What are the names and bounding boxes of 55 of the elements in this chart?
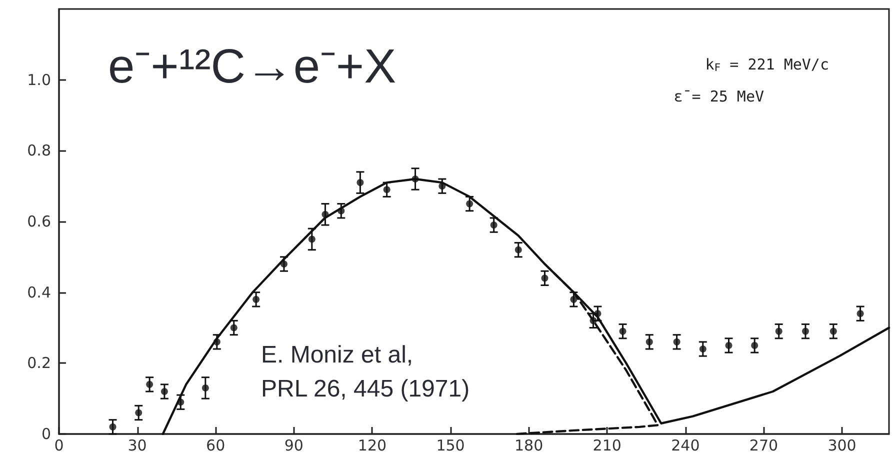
point: [146, 380, 154, 388]
point: [322, 210, 329, 218]
point: [619, 328, 626, 335]
point: [280, 260, 288, 268]
point: [594, 310, 602, 318]
point: [646, 338, 653, 346]
point: [412, 176, 419, 182]
x-tick-label: 0: [54, 436, 64, 454]
point: [751, 342, 758, 349]
point: [109, 423, 116, 430]
x-tick-label: 150: [436, 436, 465, 454]
point: [775, 328, 782, 335]
annotation: ε̄ = 25 MeV: [674, 88, 764, 106]
x-tick-label: 30: [128, 436, 147, 454]
y-tick-label: 1.0: [27, 70, 51, 89]
point: [356, 179, 364, 186]
point: [802, 328, 809, 335]
point: [213, 338, 220, 346]
point: [725, 342, 732, 349]
point: [590, 317, 597, 324]
x-tick-label: 300: [828, 436, 856, 454]
point: [135, 409, 142, 416]
point: [856, 310, 864, 318]
x-tick-label: 180: [514, 436, 544, 454]
point: [230, 324, 238, 332]
point: [438, 182, 446, 190]
text: e⁻+¹²C→e⁻+X: [108, 40, 396, 94]
y-tick-label: 0: [41, 425, 51, 443]
x-tick-label: 120: [358, 436, 387, 454]
point: [160, 388, 168, 395]
point: [466, 200, 474, 208]
point: [383, 186, 390, 194]
y-tick-label: 0.4: [27, 283, 51, 302]
point: [202, 384, 209, 392]
y-tick-label: 0.2: [27, 354, 51, 372]
point: [338, 207, 345, 214]
y-tick-label: 0.8: [27, 142, 51, 160]
x-tick-label: 210: [592, 436, 622, 454]
point: [490, 222, 498, 229]
point: [570, 296, 578, 303]
point: [830, 328, 837, 335]
point: [252, 296, 260, 303]
y-tick-label: 0.6: [27, 212, 51, 230]
annotation: E. Moniz et al,: [261, 342, 414, 368]
point: [541, 274, 548, 282]
x-tick-label: 270: [749, 436, 778, 454]
point: [673, 338, 680, 346]
x-tick-label: 90: [284, 436, 304, 454]
point: [699, 346, 706, 352]
point: [308, 236, 316, 243]
x-tick-label: 240: [671, 436, 700, 454]
point: [177, 398, 184, 406]
annotation: PRL 26, 445 (1971): [261, 376, 470, 402]
point: [514, 246, 522, 254]
x-tick-label: 60: [206, 436, 226, 454]
